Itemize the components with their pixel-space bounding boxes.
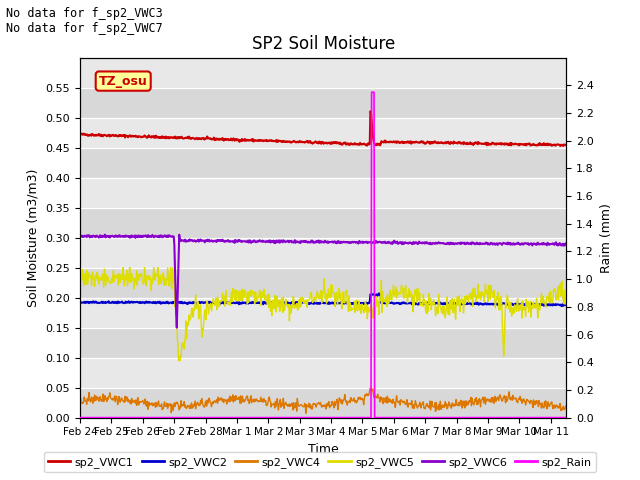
Text: No data for f_sp2_VWC7: No data for f_sp2_VWC7 xyxy=(6,22,163,35)
Text: No data for f_sp2_VWC3: No data for f_sp2_VWC3 xyxy=(6,7,163,20)
X-axis label: Time: Time xyxy=(308,443,339,456)
Text: TZ_osu: TZ_osu xyxy=(99,74,148,87)
Y-axis label: Raim (mm): Raim (mm) xyxy=(600,203,612,273)
Y-axis label: Soil Moisture (m3/m3): Soil Moisture (m3/m3) xyxy=(27,168,40,307)
Legend: sp2_VWC1, sp2_VWC2, sp2_VWC4, sp2_VWC5, sp2_VWC6, sp2_Rain: sp2_VWC1, sp2_VWC2, sp2_VWC4, sp2_VWC5, … xyxy=(44,452,596,472)
Bar xyxy=(80,327,566,358)
Title: SP2 Soil Moisture: SP2 Soil Moisture xyxy=(252,35,395,53)
Bar xyxy=(80,268,566,298)
Bar xyxy=(80,88,566,118)
Bar xyxy=(80,148,566,178)
Bar xyxy=(80,208,566,238)
Bar xyxy=(80,388,566,418)
